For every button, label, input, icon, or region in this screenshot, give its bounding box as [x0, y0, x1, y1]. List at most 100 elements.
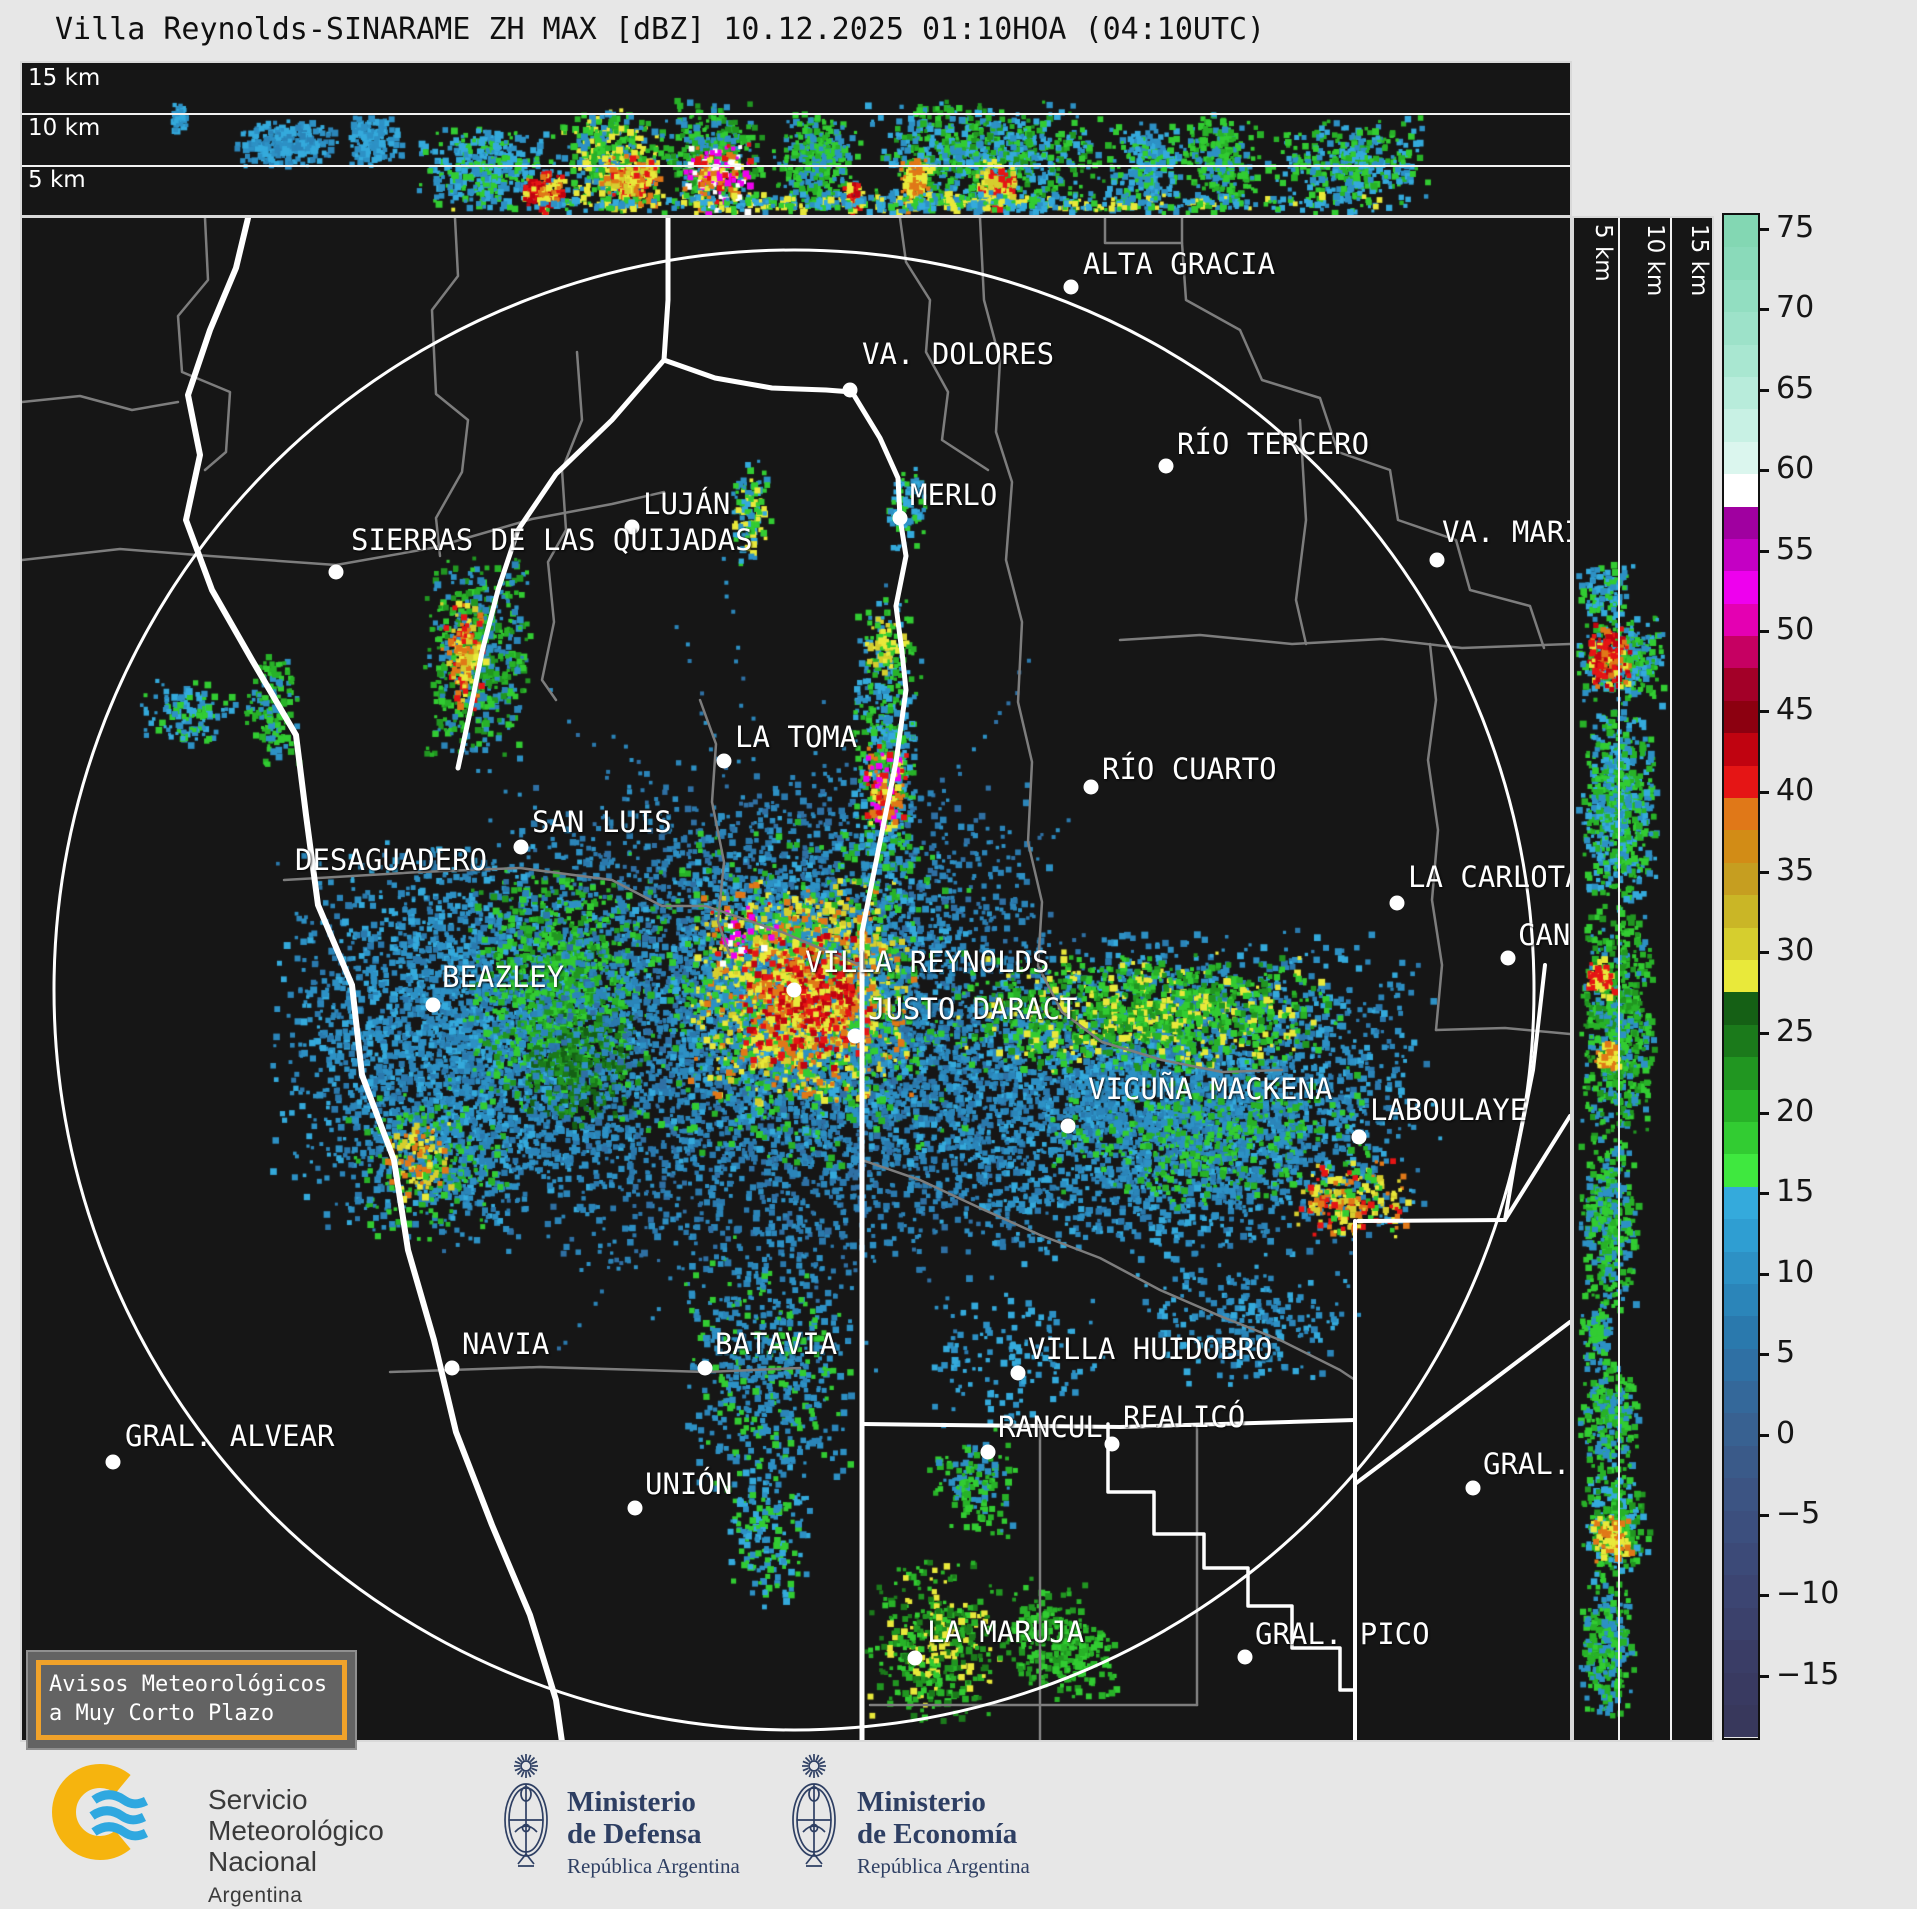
- city-label: RÍO CUARTO: [1102, 752, 1277, 786]
- city-dot: [786, 982, 802, 998]
- colorbar-tick: [1760, 1674, 1769, 1678]
- colorbar-tick: [1760, 710, 1769, 714]
- province-border: [183, 218, 565, 1740]
- city-label: LABOULAYE: [1370, 1093, 1528, 1127]
- department-border: [388, 1365, 802, 1374]
- height-gridline: [22, 165, 1570, 167]
- city-dot: [1465, 1480, 1481, 1496]
- radar-range-ring: [52, 248, 1536, 1732]
- colorbar-tick: [1760, 1513, 1769, 1517]
- right-cross-section-panel: 5 km 10 km 15 km: [1572, 216, 1714, 1742]
- colorbar-band: [1724, 215, 1758, 248]
- city-dot: [1500, 950, 1516, 966]
- colorbar-tick-label: −10: [1776, 1576, 1840, 1612]
- colorbar-tick: [1760, 549, 1769, 553]
- smn-logo: Servicio Meteorológico Nacional Argentin…: [50, 1762, 410, 1907]
- city-dot: [1429, 552, 1445, 568]
- colorbar-tick: [1760, 1433, 1769, 1437]
- colorbar-tick-label: 35: [1776, 852, 1815, 888]
- colorbar-band: [1724, 1121, 1758, 1155]
- city-label: LA MARUJA: [927, 1615, 1085, 1649]
- colorbar-band: [1724, 1672, 1758, 1705]
- colorbar-tick-label: 50: [1776, 611, 1815, 647]
- height-axis-label: 10 km: [1642, 224, 1668, 297]
- city-label: VA. DOLORES: [862, 337, 1055, 371]
- height-gridline: [22, 113, 1570, 115]
- department-border: [430, 218, 470, 558]
- city-label: RÍO TERCERO: [1177, 427, 1370, 461]
- city-label: MERLO: [910, 478, 998, 512]
- city-label: VICUÑA MACKENA: [1088, 1072, 1333, 1106]
- city-dot: [1104, 1436, 1120, 1452]
- department-border: [282, 866, 864, 968]
- province-border: [661, 218, 671, 363]
- department-border: [1426, 642, 1444, 1032]
- colorbar-band: [1724, 441, 1758, 475]
- department-border: [1180, 241, 1546, 650]
- colorbar-band: [1724, 376, 1758, 410]
- colorbar-tick-label: 75: [1776, 209, 1815, 245]
- colorbar-band: [1724, 474, 1758, 507]
- colorbar-tick: [1760, 308, 1769, 312]
- colorbar-band: [1724, 1186, 1758, 1220]
- colorbar-band: [1724, 279, 1758, 313]
- top-cross-section-echoes: [22, 63, 1570, 215]
- city-dot: [1389, 895, 1405, 911]
- colorbar-band: [1724, 571, 1758, 604]
- height-axis-label: 5 km: [1590, 224, 1616, 282]
- colorbar-tick: [1760, 1112, 1769, 1116]
- colorbar-band: [1724, 959, 1758, 993]
- height-axis-label: 15 km: [1686, 224, 1712, 297]
- radar-echo-layer: [22, 218, 1570, 1740]
- short-term-warning-button[interactable]: Avisos Meteorológicos a Muy Corto Plazo: [26, 1650, 357, 1750]
- colorbar-band: [1724, 603, 1758, 637]
- colorbar-band: [1724, 992, 1758, 1025]
- colorbar-tick-label: 70: [1776, 290, 1815, 326]
- colorbar-band: [1724, 247, 1758, 280]
- coat-of-arms-icon: [504, 1754, 548, 1867]
- colorbar-band: [1724, 798, 1758, 831]
- colorbar-band: [1724, 1640, 1758, 1673]
- height-axis-label: 5 km: [28, 167, 86, 193]
- colorbar-band: [1724, 733, 1758, 766]
- city-dot: [980, 1444, 996, 1460]
- height-gridline: [1618, 218, 1620, 1740]
- province-border: [661, 357, 909, 935]
- colorbar-tick-label: 65: [1776, 370, 1815, 406]
- city-dot: [624, 519, 640, 535]
- coat-of-arms-icon: [792, 1754, 836, 1867]
- city-dot: [1158, 458, 1174, 474]
- colorbar-band: [1724, 636, 1758, 669]
- colorbar-band: [1724, 409, 1758, 442]
- province-border: [1503, 1114, 1570, 1222]
- colorbar-band: [1724, 1348, 1758, 1382]
- department-border: [176, 218, 232, 472]
- city-dot: [1063, 279, 1079, 295]
- colorbar-band: [1724, 344, 1758, 377]
- city-dot: [847, 1028, 863, 1044]
- height-gridline: [1670, 218, 1672, 1740]
- ministerio-economia-logo: Ministerio de Economía República Argenti…: [783, 1750, 1123, 1900]
- city-dot: [1010, 1365, 1026, 1381]
- department-border: [1103, 218, 1184, 245]
- colorbar-band: [1724, 830, 1758, 863]
- colorbar-band: [1724, 1381, 1758, 1414]
- colorbar-tick: [1760, 228, 1769, 232]
- province-border: [1356, 1218, 1507, 1223]
- department-border: [860, 1158, 1357, 1382]
- colorbar-tick-label: 55: [1776, 531, 1815, 567]
- colorbar-band: [1724, 1154, 1758, 1187]
- city-label: GRAL. PICO: [1255, 1617, 1430, 1651]
- city-label: GRAL.: [1483, 1447, 1571, 1481]
- city-dot: [105, 1454, 121, 1470]
- colorbar-band: [1724, 668, 1758, 701]
- department-border: [540, 350, 584, 702]
- colorbar-band: [1724, 506, 1758, 539]
- city-dot: [444, 1360, 460, 1376]
- city-label: LA CARLOTA: [1408, 860, 1572, 894]
- colorbar-tick: [1760, 951, 1769, 955]
- height-axis-label: 10 km: [28, 115, 101, 141]
- city-label: ALTA GRACIA: [1083, 247, 1276, 281]
- colorbar-band: [1724, 1024, 1758, 1058]
- colorbar-band: [1724, 1413, 1758, 1446]
